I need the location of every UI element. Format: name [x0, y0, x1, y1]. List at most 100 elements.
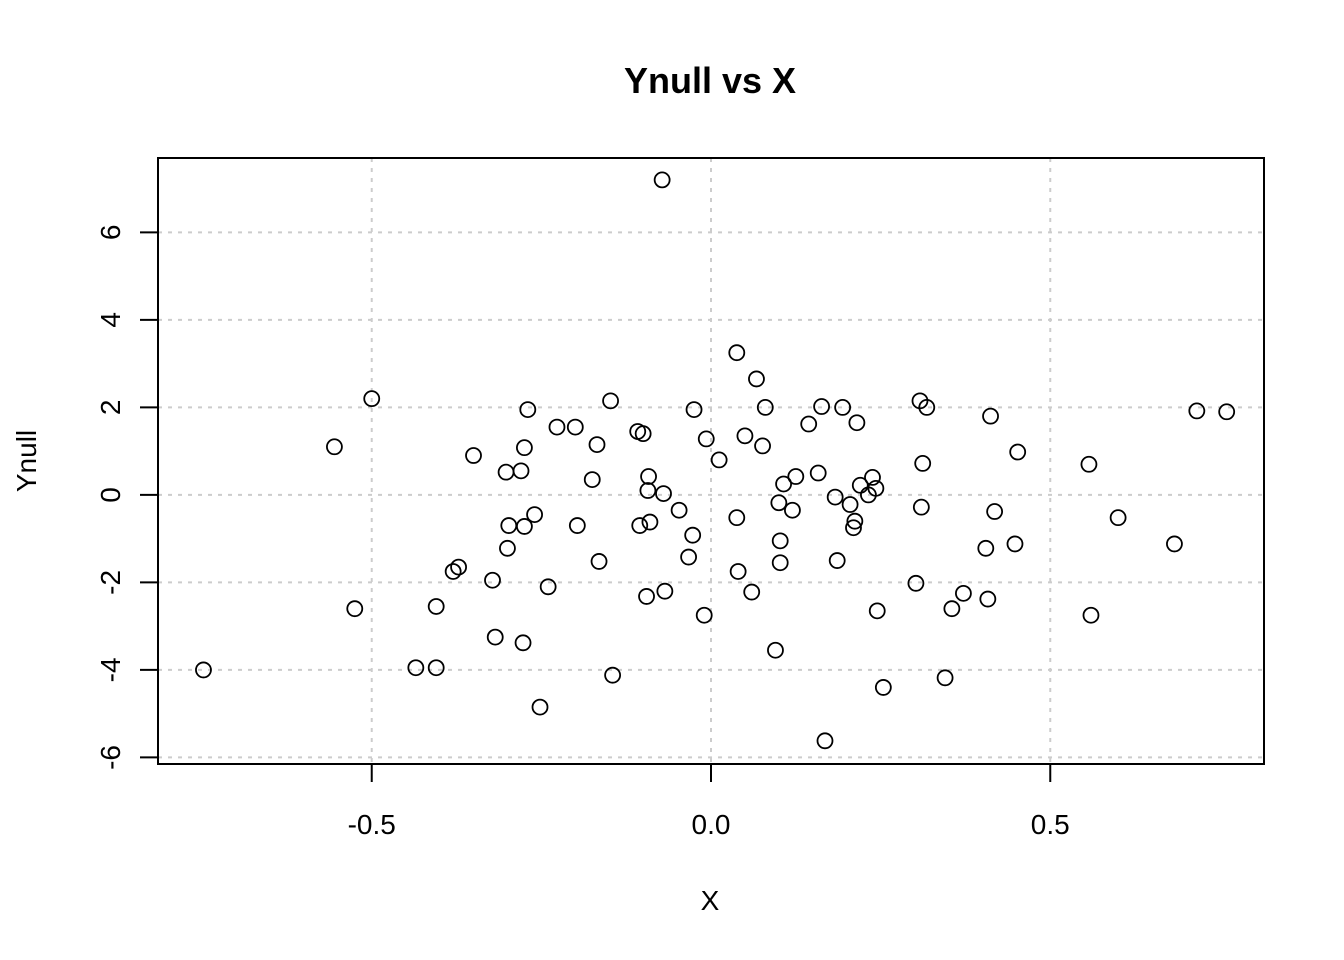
data-point — [526, 506, 543, 523]
data-point — [684, 526, 702, 544]
data-point — [653, 171, 671, 189]
data-point — [531, 698, 549, 716]
data-point — [874, 679, 892, 696]
x-axis: -0.5 0.0 0.5 — [348, 764, 1070, 840]
data-point — [465, 447, 482, 464]
data-point — [841, 496, 859, 513]
data-point — [1218, 403, 1236, 421]
data-point — [851, 476, 869, 494]
data-point — [800, 415, 818, 433]
y-tick-label: 0 — [95, 487, 126, 503]
y-tick-label: 4 — [95, 312, 126, 328]
data-point — [979, 590, 997, 608]
data-point — [754, 437, 771, 455]
data-point — [728, 509, 746, 527]
x-axis-label: X — [701, 885, 720, 916]
data-point — [845, 519, 862, 537]
data-point — [787, 468, 805, 485]
data-point — [656, 582, 674, 600]
data-point — [770, 494, 788, 512]
data-point — [588, 436, 606, 453]
data-point — [943, 600, 961, 618]
data-point — [486, 628, 504, 646]
y-tick-label: 2 — [95, 400, 126, 416]
data-point — [977, 539, 995, 557]
data-point — [826, 488, 844, 506]
data-point — [634, 425, 652, 443]
data-point — [809, 464, 827, 482]
x-tick-label: -0.5 — [348, 809, 396, 840]
data-point — [748, 370, 765, 388]
data-point — [982, 407, 999, 425]
data-point — [756, 399, 774, 416]
data-point — [514, 634, 532, 652]
data-point — [1080, 455, 1098, 473]
data-point — [512, 462, 530, 480]
data-point — [1009, 443, 1027, 461]
data-point — [784, 501, 801, 519]
grid-lines — [158, 158, 1264, 764]
y-tick-label: -6 — [95, 745, 126, 770]
data-point — [907, 574, 925, 592]
data-point — [670, 501, 688, 519]
data-point — [736, 427, 754, 445]
data-point — [775, 475, 793, 493]
data-point — [566, 418, 584, 436]
data-point — [639, 482, 657, 499]
data-point — [363, 390, 381, 408]
data-point — [864, 469, 881, 486]
data-point — [519, 401, 537, 418]
data-point — [497, 463, 515, 481]
data-point — [655, 485, 672, 502]
chart-title: Ynull vs X — [624, 60, 796, 101]
y-tick-label: -2 — [95, 570, 126, 595]
data-point — [680, 548, 698, 566]
data-point — [427, 659, 445, 677]
data-point — [631, 517, 649, 534]
y-axis-label: Ynull — [11, 430, 42, 492]
data-point — [828, 552, 846, 569]
data-point — [936, 669, 954, 687]
data-points — [195, 171, 1236, 750]
data-point — [346, 600, 364, 618]
x-tick-label: 0.5 — [1031, 809, 1070, 840]
data-point — [918, 399, 936, 416]
data-point — [1166, 535, 1183, 553]
data-point — [728, 344, 746, 362]
data-point — [539, 578, 557, 596]
data-point — [500, 517, 518, 534]
data-point — [548, 418, 566, 436]
data-point — [867, 479, 885, 497]
data-point — [767, 641, 784, 659]
data-point — [912, 498, 930, 516]
data-point — [1109, 509, 1127, 527]
data-point — [604, 666, 622, 684]
data-point — [326, 438, 343, 456]
data-point — [484, 571, 501, 589]
data-point — [516, 518, 533, 535]
data-point — [868, 602, 886, 620]
data-point — [914, 455, 932, 472]
data-point — [710, 451, 728, 469]
data-point — [638, 588, 655, 605]
data-point — [834, 399, 852, 416]
data-point — [955, 584, 972, 602]
data-point — [729, 563, 747, 580]
data-point — [195, 661, 212, 679]
data-point — [986, 503, 1004, 520]
y-axis: -6 -4 -2 0 2 4 6 — [95, 225, 158, 770]
data-point — [640, 468, 657, 485]
data-point — [641, 513, 659, 531]
data-point — [590, 553, 608, 570]
data-point — [685, 401, 703, 418]
data-point — [1006, 535, 1024, 553]
data-point — [848, 414, 866, 432]
data-point — [602, 392, 619, 410]
data-point — [697, 430, 715, 448]
data-point — [427, 598, 445, 615]
data-point — [1082, 606, 1100, 624]
x-tick-label: 0.0 — [692, 809, 731, 840]
data-point — [407, 659, 425, 677]
data-point — [846, 512, 864, 530]
